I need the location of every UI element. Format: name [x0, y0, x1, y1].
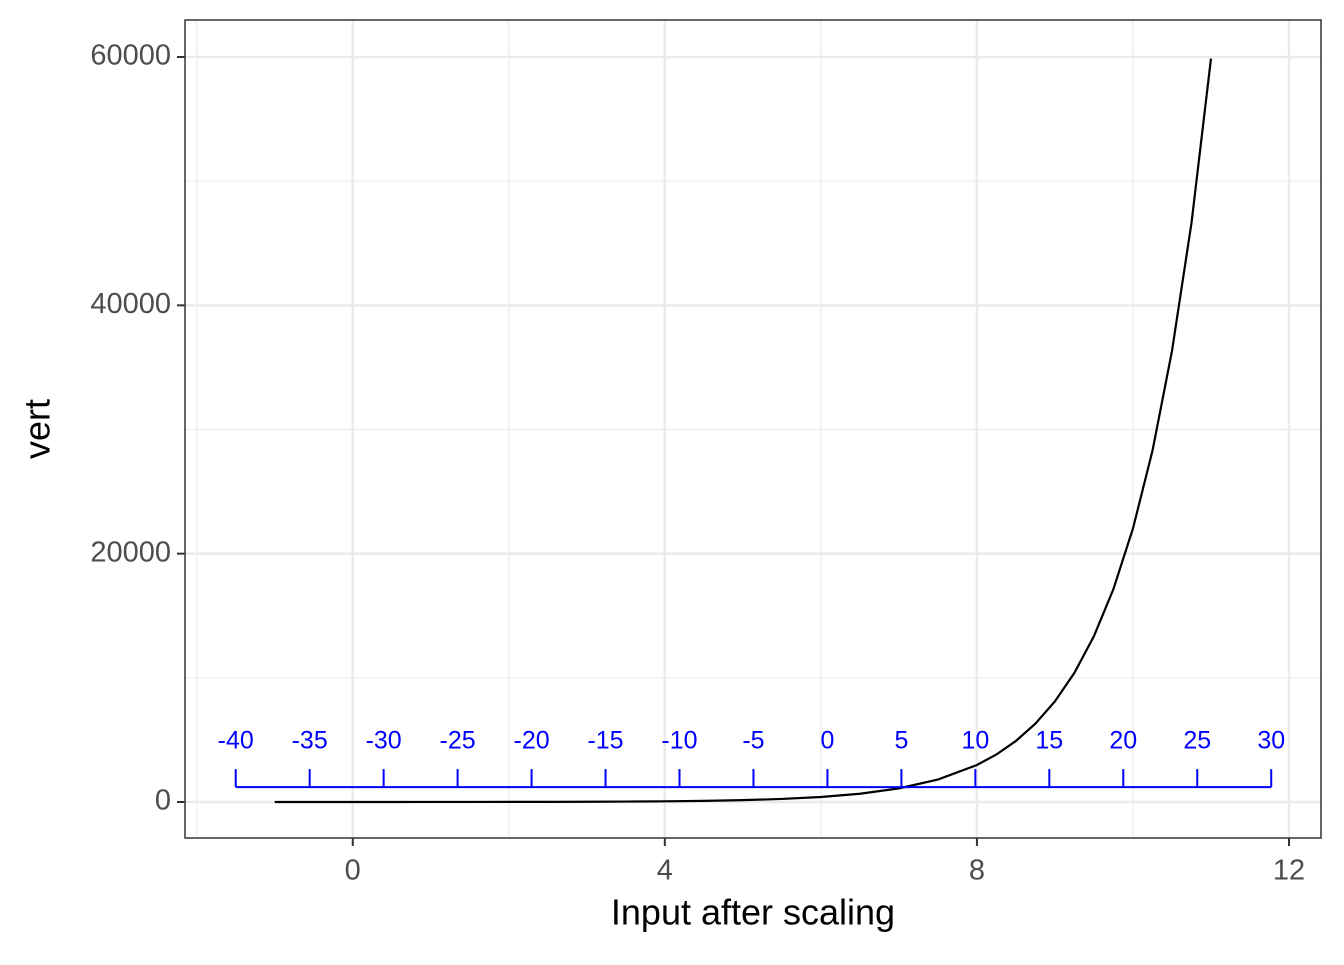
x-axis-title: Input after scaling: [611, 892, 895, 933]
scale-label: -35: [292, 727, 328, 755]
y-tick-label: 60000: [90, 40, 171, 72]
plot-border: [184, 19, 1322, 839]
scale-label: -30: [366, 727, 402, 755]
scale-label: -25: [440, 727, 476, 755]
y-tick-label: 20000: [90, 536, 171, 568]
scale-label: -40: [218, 727, 254, 755]
scale-label: 0: [820, 727, 834, 755]
scale-label: -20: [514, 727, 550, 755]
y-axis-title: vert: [17, 399, 58, 459]
y-tick-label: 40000: [90, 288, 171, 320]
line: [274, 58, 1213, 804]
scale-label: 20: [1109, 727, 1137, 755]
y-tick-label: 0: [155, 785, 171, 817]
scale-label: 30: [1257, 727, 1285, 755]
x-tick-label: 8: [969, 855, 985, 887]
scale-label: -10: [661, 727, 697, 755]
x-tick-label: 0: [345, 855, 361, 887]
x-tick-label: 4: [657, 855, 673, 887]
scale-label: 15: [1035, 727, 1063, 755]
scale-label: -5: [742, 727, 764, 755]
scale-label: 5: [894, 727, 908, 755]
scale-label: 10: [961, 727, 989, 755]
x-tick-label: 12: [1273, 855, 1305, 887]
scale-label: -15: [587, 727, 623, 755]
scale-label: 25: [1183, 727, 1211, 755]
